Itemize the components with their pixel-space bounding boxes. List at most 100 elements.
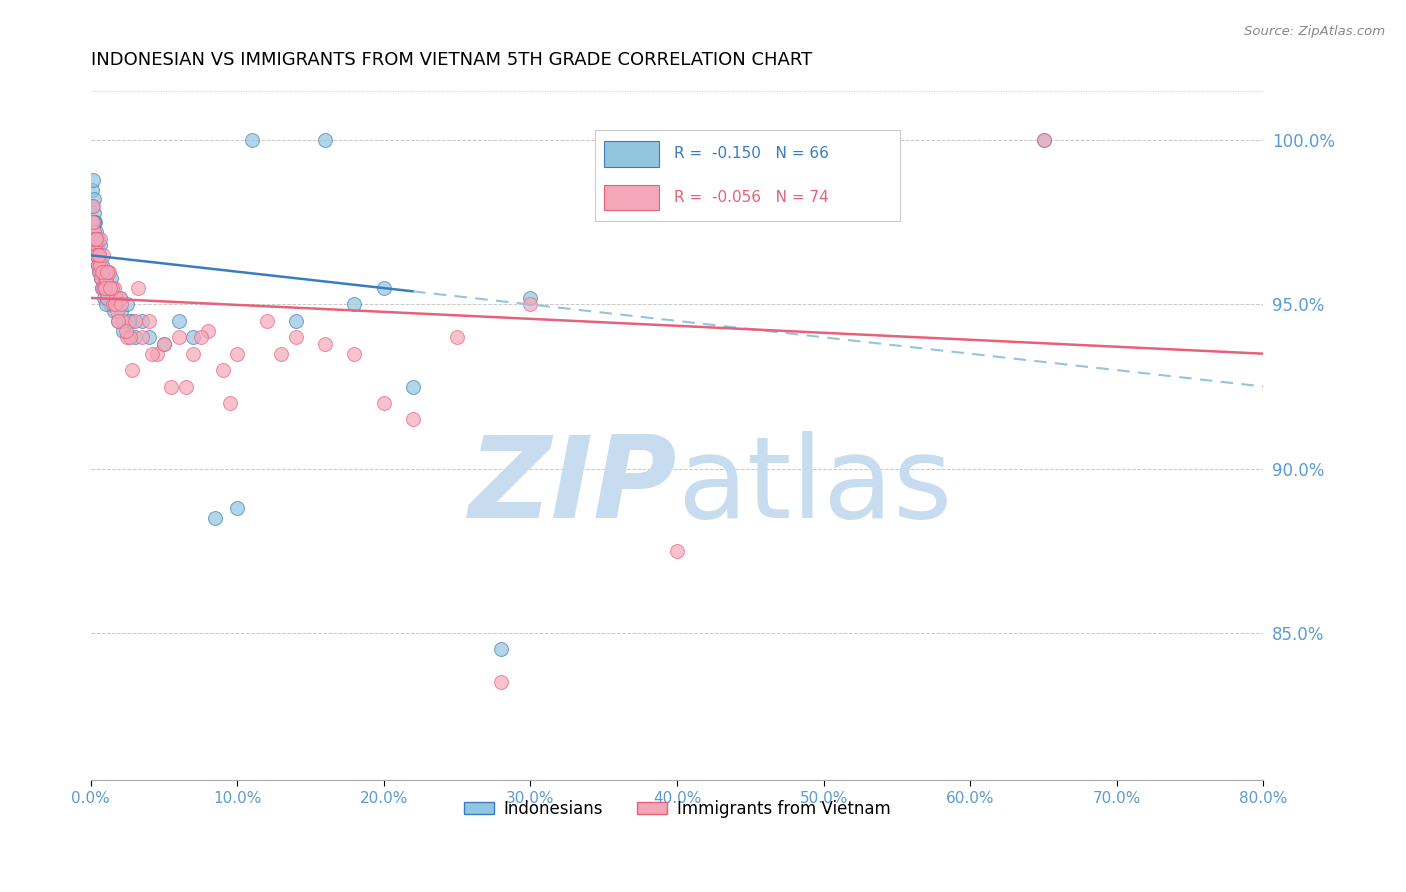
Point (94, 297, 117, 311)
Point (197, 324, 219, 338)
Point (446, 330, 468, 344)
Point (373, 281, 395, 295)
Point (91, 265, 114, 279)
Point (84, 238, 107, 252)
Point (121, 314, 143, 328)
Point (1032, 133, 1054, 147)
Point (141, 347, 163, 361)
Point (91, 265, 114, 279)
Point (160, 379, 183, 393)
Point (80, 183, 103, 197)
Point (89, 265, 111, 279)
Point (120, 330, 142, 344)
Point (204, 510, 226, 524)
Point (87, 248, 110, 262)
Point (402, 379, 425, 393)
Point (104, 297, 127, 311)
Point (83, 205, 105, 219)
Point (104, 291, 127, 305)
Point (98, 281, 121, 295)
Point (211, 363, 233, 377)
Point (83, 232, 105, 246)
Point (104, 297, 127, 311)
Point (87, 248, 110, 262)
Point (101, 291, 124, 305)
Point (111, 314, 134, 328)
Point (402, 412, 425, 426)
Point (83, 193, 105, 207)
Point (489, 642, 512, 657)
Point (89, 238, 111, 252)
Point (86, 248, 108, 262)
Point (94, 265, 117, 279)
Point (101, 297, 124, 311)
Point (86, 225, 108, 239)
Point (87, 258, 110, 272)
Point (108, 291, 131, 305)
Point (519, 297, 541, 311)
Point (82, 173, 104, 187)
Point (84, 232, 107, 246)
Point (1032, 133, 1054, 147)
Point (117, 297, 139, 311)
Point (93, 281, 115, 295)
Point (226, 500, 249, 515)
Point (240, 133, 263, 147)
Point (96, 291, 118, 305)
Point (153, 336, 176, 351)
Point (100, 281, 122, 295)
Point (90, 271, 112, 285)
Point (270, 347, 292, 361)
Point (96, 265, 118, 279)
Text: Source: ZipAtlas.com: Source: ZipAtlas.com (1244, 25, 1385, 38)
Point (87, 248, 110, 262)
Text: INDONESIAN VS IMMIGRANTS FROM VIETNAM 5TH GRADE CORRELATION CHART: INDONESIAN VS IMMIGRANTS FROM VIETNAM 5T… (90, 51, 811, 69)
Point (107, 314, 129, 328)
Point (86, 238, 108, 252)
Point (219, 396, 242, 410)
Point (114, 324, 136, 338)
Point (91, 281, 114, 295)
Point (103, 304, 125, 318)
Point (83, 215, 105, 229)
Point (98, 297, 121, 311)
Point (91, 281, 114, 295)
Point (89, 265, 111, 279)
Point (284, 330, 307, 344)
Point (314, 133, 336, 147)
Point (666, 543, 689, 558)
Point (87, 258, 110, 272)
Point (101, 281, 124, 295)
Point (124, 314, 146, 328)
Point (124, 330, 146, 344)
Point (97, 265, 120, 279)
Point (84, 215, 107, 229)
Point (138, 314, 160, 328)
Point (167, 314, 190, 328)
Point (174, 379, 197, 393)
Point (121, 363, 143, 377)
Point (190, 330, 212, 344)
Point (82, 199, 104, 213)
Point (84, 238, 107, 252)
Point (108, 291, 131, 305)
Point (83, 215, 105, 229)
Point (117, 330, 139, 344)
Point (90, 271, 112, 285)
Point (86, 248, 108, 262)
Point (97, 265, 120, 279)
Point (343, 297, 366, 311)
Point (118, 314, 141, 328)
Point (103, 281, 125, 295)
Point (93, 281, 115, 295)
Point (181, 330, 204, 344)
Point (87, 258, 110, 272)
Point (83, 225, 105, 239)
Point (94, 281, 117, 295)
Point (107, 314, 129, 328)
Point (97, 281, 120, 295)
Point (83, 225, 105, 239)
Point (489, 674, 512, 689)
Point (111, 324, 134, 338)
Legend: Indonesians, Immigrants from Vietnam: Indonesians, Immigrants from Vietnam (457, 793, 897, 824)
